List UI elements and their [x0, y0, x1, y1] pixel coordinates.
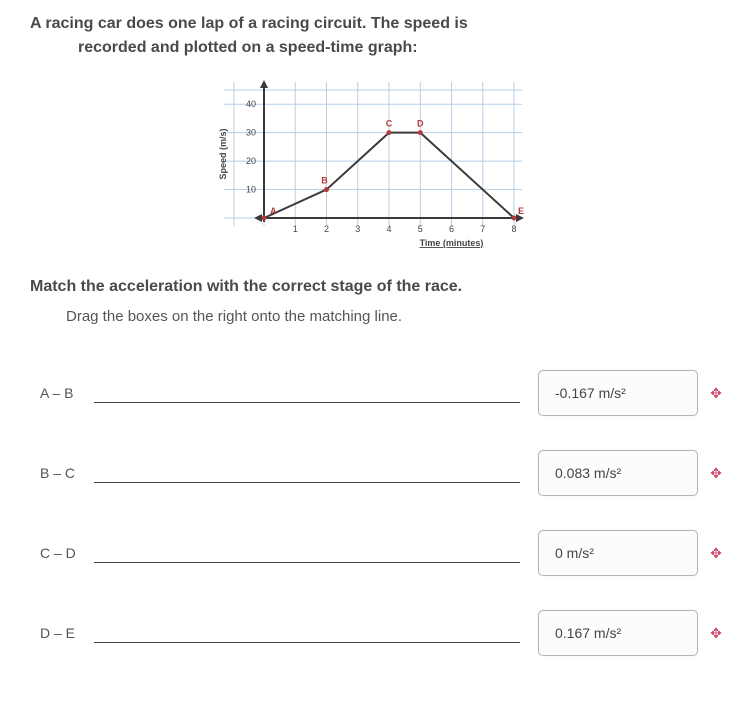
match-row: B – C 0.083 m/s² ✥ — [40, 433, 724, 513]
drop-zone[interactable] — [94, 642, 520, 643]
svg-text:Time (minutes): Time (minutes) — [420, 238, 484, 248]
speed-time-chart: 10 20 30 40 1 2 3 4 5 6 7 8 Speed (m/s) Time (minutes… — [202, 70, 532, 260]
drop-zone[interactable] — [94, 482, 520, 483]
svg-text:20: 20 — [246, 156, 256, 166]
svg-text:A: A — [270, 206, 277, 216]
svg-text:3: 3 — [355, 224, 360, 234]
drop-zone[interactable] — [94, 562, 520, 563]
svg-text:30: 30 — [246, 128, 256, 138]
svg-text:6: 6 — [449, 224, 454, 234]
svg-text:8: 8 — [511, 224, 516, 234]
match-row: A – B -0.167 m/s² ✥ — [40, 353, 724, 433]
drag-handle-icon[interactable]: ✥ — [708, 385, 724, 402]
match-area: A – B -0.167 m/s² ✥ B – C 0.083 m/s² ✥ C… — [10, 353, 724, 673]
svg-text:10: 10 — [246, 185, 256, 195]
svg-text:2: 2 — [324, 224, 329, 234]
svg-text:D: D — [417, 119, 424, 129]
drag-handle-icon[interactable]: ✥ — [708, 465, 724, 482]
stage-label-ab: A – B — [40, 385, 94, 401]
svg-text:40: 40 — [246, 99, 256, 109]
answer-option-2[interactable]: 0.083 m/s² — [538, 450, 698, 496]
svg-text:C: C — [386, 119, 393, 129]
answer-option-4[interactable]: 0.167 m/s² — [538, 610, 698, 656]
heading-line2: recorded and plotted on a speed-time gra… — [30, 36, 724, 60]
stage-label-cd: C – D — [40, 545, 94, 561]
stage-label-bc: B – C — [40, 465, 94, 481]
svg-text:E: E — [518, 206, 524, 216]
answer-option-3[interactable]: 0 m/s² — [538, 530, 698, 576]
svg-text:B: B — [321, 176, 328, 186]
drag-handle-icon[interactable]: ✥ — [708, 625, 724, 642]
drag-handle-icon[interactable]: ✥ — [708, 545, 724, 562]
answer-option-1[interactable]: -0.167 m/s² — [538, 370, 698, 416]
match-row: C – D 0 m/s² ✥ — [40, 513, 724, 593]
stage-label-de: D – E — [40, 625, 94, 641]
drag-instruction: Drag the boxes on the right onto the mat… — [10, 308, 724, 325]
match-instruction: Match the acceleration with the correct … — [10, 278, 724, 296]
heading-line1: A racing car does one lap of a racing ci… — [30, 15, 468, 32]
drop-zone[interactable] — [94, 402, 520, 403]
svg-text:5: 5 — [418, 224, 423, 234]
match-row: D – E 0.167 m/s² ✥ — [40, 593, 724, 673]
svg-text:1: 1 — [293, 224, 298, 234]
svg-text:7: 7 — [480, 224, 485, 234]
svg-text:Speed (m/s): Speed (m/s) — [218, 128, 228, 179]
svg-text:4: 4 — [386, 224, 391, 234]
